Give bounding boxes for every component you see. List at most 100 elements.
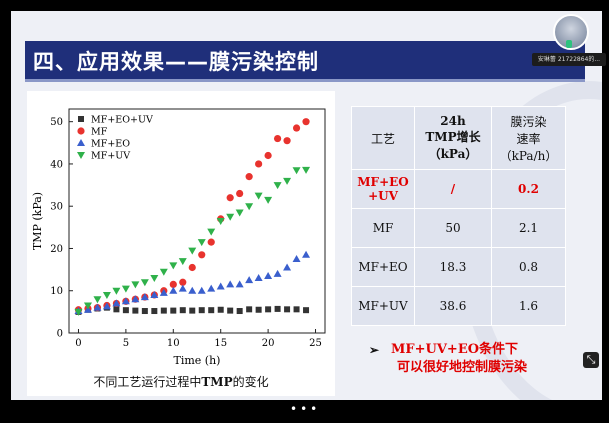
data-point (178, 258, 187, 266)
data-point (236, 308, 243, 315)
data-point (140, 279, 149, 287)
data-point (150, 275, 159, 283)
data-point (74, 308, 83, 316)
participant-name-tag: 安琳蕾 21722864的... (532, 53, 606, 66)
x-tick-label: 0 (75, 338, 81, 349)
data-point (159, 288, 168, 296)
data-point (283, 137, 291, 145)
header-label: 工艺 (370, 131, 395, 146)
data-point (273, 269, 282, 277)
data-point (302, 166, 311, 174)
data-point (245, 276, 254, 284)
x-tick-label: 5 (123, 338, 129, 349)
table-row: MF+EO 18.3 0.8 (351, 247, 566, 287)
tmp-scatter-chart: 0 5 10 15 20 25 0 10 20 30 40 50 Time (h) TMP (kPa) MF… (31, 108, 326, 367)
arrow-bullet-icon: ➢ (369, 343, 380, 357)
y-tick-label: 20 (50, 244, 63, 255)
note-line-1: MF+UV+EO条件下 (391, 342, 519, 357)
data-point (292, 255, 301, 263)
legend-marker (78, 116, 84, 122)
x-tick-label: 20 (262, 338, 275, 349)
data-point (121, 297, 130, 305)
data-point (292, 167, 301, 175)
table-cell: 0.2 (491, 169, 566, 209)
data-point (293, 306, 300, 313)
data-point (302, 250, 311, 258)
table-cell: 38.6 (414, 286, 492, 326)
more-options-icon[interactable]: ••• (290, 402, 321, 416)
data-point (226, 194, 234, 202)
data-point (273, 182, 282, 190)
data-point (254, 274, 263, 282)
data-point (141, 308, 148, 315)
data-point (93, 303, 102, 311)
table-cell: MF+UV (351, 286, 415, 326)
data-point (227, 307, 234, 314)
data-point (188, 286, 197, 294)
expand-icon[interactable]: ⤡ (583, 352, 599, 368)
data-point (131, 295, 140, 303)
table-header-process: 工艺 (351, 106, 415, 170)
legend-marker (77, 127, 85, 135)
data-point (112, 287, 121, 295)
x-tick-label: 10 (167, 338, 180, 349)
data-point (188, 263, 196, 272)
data-point (93, 296, 102, 304)
table-header-row: 工艺 24h TMP增长 （kPa） 膜污染 速率 （kPa/h） (351, 106, 566, 170)
legend-label: MF+UV (91, 151, 130, 162)
data-point (198, 307, 205, 314)
results-table: 工艺 24h TMP增长 （kPa） 膜污染 速率 （kPa/h） MF+EO … (351, 106, 566, 326)
header-label: 膜污染 速率 （kPa/h） (499, 114, 558, 163)
table-cell: / (414, 169, 492, 209)
data-point (264, 271, 273, 279)
x-tick-label: 25 (309, 338, 322, 349)
data-point (284, 306, 291, 313)
data-point (216, 282, 225, 290)
data-point (198, 251, 206, 259)
y-tick-label: 10 (50, 286, 63, 297)
slide-title: 四、应用效果——膜污染控制 (33, 50, 319, 74)
data-point (113, 306, 120, 313)
table-cell: 1.6 (491, 286, 566, 326)
data-point (236, 189, 244, 198)
table-cell: MF+EO +UV (351, 169, 415, 209)
y-tick-label: 50 (50, 117, 63, 128)
data-point (197, 239, 206, 247)
table-header-tmp: 24h TMP增长 （kPa） (414, 106, 492, 170)
x-axis-label: Time (h) (174, 354, 221, 367)
chart-caption-part-1: 不同工艺运行过程中 (93, 375, 202, 389)
data-point (150, 290, 159, 298)
data-point (273, 134, 282, 143)
data-point (255, 160, 263, 168)
data-point (83, 302, 92, 310)
data-point (179, 307, 186, 314)
data-point (207, 238, 215, 246)
data-point (303, 307, 310, 314)
table-cell: 18.3 (414, 247, 492, 287)
y-tick-label: 0 (57, 329, 63, 340)
table-cell: MF+EO (351, 247, 415, 287)
table-row: MF 50 2.1 (351, 208, 566, 248)
data-point (189, 307, 196, 314)
data-point (226, 213, 235, 221)
table-cell: MF (351, 208, 415, 248)
plot-frame (68, 108, 326, 334)
data-point (246, 306, 253, 313)
data-point (122, 307, 129, 314)
data-point (254, 192, 263, 200)
data-point (170, 307, 177, 314)
data-point (160, 307, 167, 314)
data-point (283, 263, 292, 271)
data-point (112, 299, 121, 307)
data-point (197, 286, 206, 294)
legend-label: MF+EO (91, 139, 130, 150)
data-point (169, 262, 178, 270)
y-tick-label: 30 (50, 202, 63, 213)
presentation-slide: 四、应用效果——膜污染控制 0 5 10 15 20 25 0 10 20 30 40 50 Time … (11, 11, 602, 400)
data-point (245, 203, 254, 211)
title-bar: 四、应用效果——膜污染控制 (25, 41, 585, 82)
table-row: MF+EO +UV / 0.2 (351, 169, 566, 209)
data-point (235, 280, 244, 288)
header-label: 24h TMP增长 （kPa） (425, 114, 481, 161)
data-point (264, 196, 273, 204)
